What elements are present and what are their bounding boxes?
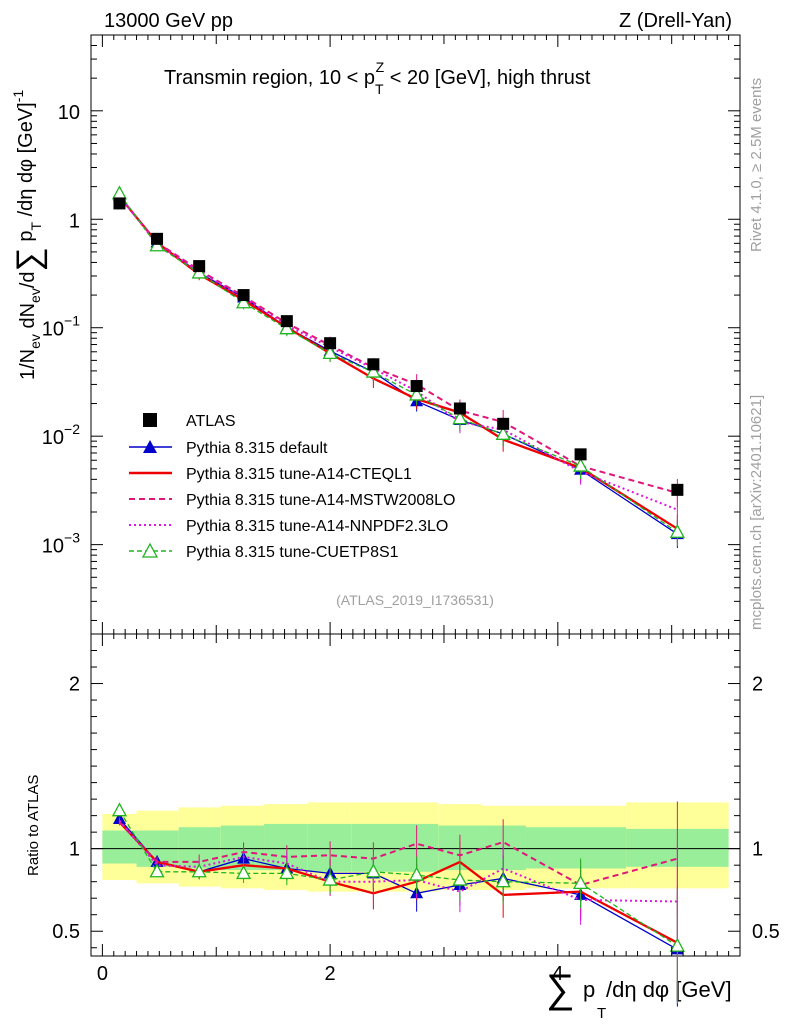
legend-marker-cuetp8s1 bbox=[141, 542, 159, 558]
ratio-band-green bbox=[264, 823, 308, 871]
legend-marker-atlas bbox=[143, 413, 157, 427]
ratio-line-cuetp8s1 bbox=[118, 810, 678, 947]
ratio-line-mstw bbox=[118, 821, 678, 887]
svg-text:p: p bbox=[583, 977, 595, 1002]
y-tick-label: 10−2 bbox=[42, 421, 80, 449]
svg-text:∑: ∑ bbox=[546, 967, 575, 1011]
ratio-point-cuetp8s1 bbox=[573, 874, 589, 889]
series-line-default bbox=[118, 195, 678, 535]
point-atlas bbox=[151, 232, 164, 245]
ratio-point-cuetp8s1 bbox=[365, 863, 381, 878]
series-line-mstw bbox=[118, 195, 678, 494]
point-cuetp8s1 bbox=[235, 294, 252, 309]
ratio-band-green bbox=[525, 827, 627, 869]
x-tick-label: 4 bbox=[552, 963, 563, 985]
point-atlas bbox=[113, 197, 126, 210]
rivet-version-label: Rivet 4.1.0, ≥ 2.5M events bbox=[748, 78, 765, 252]
point-atlas bbox=[280, 315, 293, 328]
point-cuetp8s1 bbox=[669, 523, 685, 538]
legend-label-mstw: Pythia 8.315 tune-A14-MSTW2008LO bbox=[186, 492, 455, 509]
ratio-point-cuetp8s1 bbox=[669, 937, 685, 952]
ratio-band-green bbox=[307, 823, 352, 872]
svg-text:T: T bbox=[597, 1005, 606, 1022]
point-atlas bbox=[193, 260, 206, 273]
point-cuetp8s1 bbox=[111, 185, 128, 200]
legend-label-nnpdf: Pythia 8.315 tune-A14-NNPDF2.3LO bbox=[186, 518, 448, 535]
ratio-point-cuetp8s1 bbox=[235, 865, 252, 880]
plot-title: Transmin region, 10 < pTZ < 20 [GeV], hi… bbox=[164, 59, 591, 97]
point-cuetp8s1 bbox=[452, 410, 468, 425]
ratio-point-cuetp8s1 bbox=[322, 871, 338, 886]
x-axis-label: ∑ p T /dη dφ [GeV] bbox=[546, 967, 732, 1022]
header-beam-label: 13000 GeV pp bbox=[104, 10, 233, 32]
point-atlas bbox=[237, 289, 250, 302]
ratio-plot-frame bbox=[90, 633, 741, 957]
point-atlas bbox=[410, 380, 423, 393]
point-atlas bbox=[324, 337, 337, 350]
axis-ticks: 0 2 4 10−3 10−2 10−1 1 10 0.5 0.5 1 1 2 2 bbox=[42, 34, 780, 985]
ratio-point-cuetp8s1 bbox=[111, 802, 128, 817]
ratio-line-nnpdf bbox=[118, 819, 678, 903]
ratio-point-cuetp8s1 bbox=[452, 871, 468, 886]
ratio-point-cuetp8s1 bbox=[279, 865, 295, 880]
ratio-point-cuetp8s1 bbox=[409, 866, 425, 881]
ratio-y-tick-label-right: 0.5 bbox=[752, 921, 780, 943]
ratio-y-tick-label-right: 2 bbox=[752, 674, 763, 696]
y-tick-label: 10−3 bbox=[42, 530, 80, 558]
legend-label-atlas: ATLAS bbox=[186, 413, 236, 430]
ratio-y-tick-label: 2 bbox=[69, 674, 80, 696]
svg-text:/dη dφ [GeV]: /dη dφ [GeV] bbox=[606, 977, 732, 1002]
legend-label-cteql1: Pythia 8.315 tune-A14-CTEQL1 bbox=[186, 466, 412, 483]
analysis-id-label: (ATLAS_2019_I1736531) bbox=[336, 592, 494, 608]
point-cuetp8s1 bbox=[322, 345, 338, 360]
ratio-y-tick-label-right: 1 bbox=[752, 839, 763, 861]
legend: ATLAS Pythia 8.315 default Pythia 8.315 … bbox=[129, 413, 455, 561]
legend-marker-default bbox=[143, 440, 157, 453]
point-atlas bbox=[574, 448, 587, 461]
point-atlas bbox=[497, 417, 510, 430]
point-cuetp8s1 bbox=[279, 320, 295, 335]
ratio-band-green bbox=[481, 825, 526, 871]
point-cuetp8s1 bbox=[365, 363, 381, 378]
header-process-label: Z (Drell-Yan) bbox=[619, 10, 732, 32]
y-tick-label: 1 bbox=[69, 210, 80, 232]
point-cuetp8s1 bbox=[409, 386, 425, 401]
series-line-nnpdf bbox=[118, 195, 678, 511]
ratio-y-tick-label: 0.5 bbox=[52, 921, 80, 943]
x-tick-label: 0 bbox=[97, 963, 108, 985]
point-cuetp8s1 bbox=[495, 425, 511, 440]
point-atlas bbox=[367, 358, 380, 371]
y-tick-label: 10−1 bbox=[42, 313, 80, 341]
ratio-point-cuetp8s1 bbox=[149, 863, 165, 878]
ratio-point-cuetp8s1 bbox=[495, 873, 511, 888]
point-cuetp8s1 bbox=[573, 457, 589, 472]
legend-label-cuetp8s1: Pythia 8.315 tune-CUETP8S1 bbox=[186, 544, 399, 561]
source-label: mcplots.cern.ch [arXiv:2401.10621] bbox=[748, 395, 765, 630]
point-atlas bbox=[453, 402, 466, 415]
ratio-y-axis-label: Ratio to ATLAS bbox=[25, 775, 42, 876]
legend-label-default: Pythia 8.315 default bbox=[186, 440, 328, 457]
ratio-point-cuetp8s1 bbox=[191, 863, 207, 878]
point-atlas bbox=[671, 483, 684, 496]
x-tick-label: 2 bbox=[325, 963, 336, 985]
ratio-line-cteql1 bbox=[118, 821, 678, 944]
ratio-band-green bbox=[102, 830, 137, 864]
ratio-y-tick-label: 1 bbox=[69, 839, 80, 861]
y-tick-label: 10 bbox=[58, 102, 80, 124]
series-line-cuetp8s1 bbox=[118, 193, 678, 533]
